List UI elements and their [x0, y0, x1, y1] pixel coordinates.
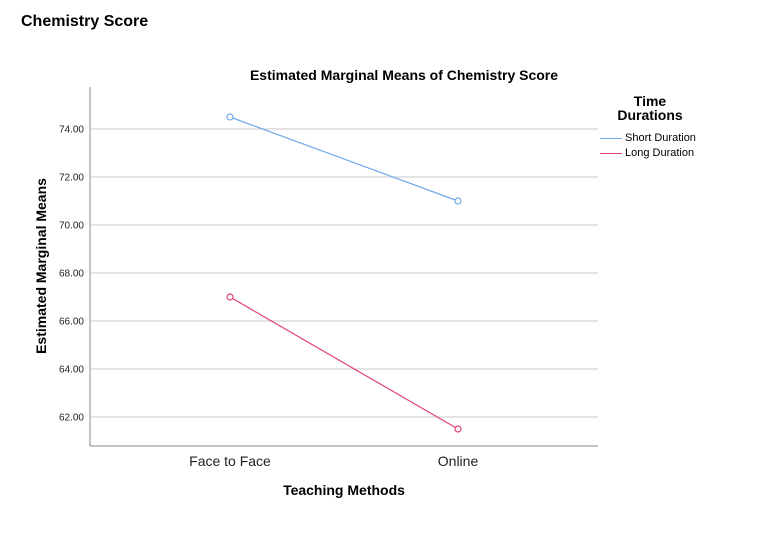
- legend-swatch-long: [600, 152, 622, 154]
- x-tick-face-to-face: Face to Face: [189, 453, 271, 469]
- data-point-marker: [226, 113, 234, 121]
- y-tick-label: 66.00: [59, 317, 84, 328]
- series-line-0: [229, 116, 459, 202]
- legend-title: Time Durations: [602, 94, 698, 122]
- y-tick-label: 72.00: [59, 173, 84, 184]
- legend-item-long-duration: Long Duration: [600, 146, 694, 160]
- legend-label-long: Long Duration: [625, 147, 695, 159]
- x-tick-online: Online: [438, 453, 479, 469]
- data-point-marker: [226, 293, 234, 301]
- data-series: [226, 113, 462, 433]
- chart-title: Estimated Marginal Means of Chemistry Sc…: [249, 67, 559, 83]
- legend-title-line1: Time: [633, 93, 667, 109]
- legend-title-line2: Durations: [617, 107, 683, 123]
- y-tick-label: 70.00: [59, 221, 84, 232]
- data-point-marker: [454, 197, 462, 205]
- data-point-marker: [454, 425, 462, 433]
- y-tick-label: 68.00: [59, 269, 84, 280]
- x-axis-label: Teaching Methods: [283, 482, 405, 498]
- legend-item-short-duration: Short Duration: [600, 131, 696, 145]
- gridlines: [91, 128, 598, 418]
- output-heading: Chemistry Score: [21, 13, 149, 30]
- legend-label-short: Short Duration: [625, 132, 696, 144]
- y-axis-label: Estimated Marginal Means: [33, 178, 49, 354]
- legend-swatch-short: [600, 137, 622, 139]
- y-tick-label: 64.00: [59, 365, 84, 376]
- y-tick-label: 74.00: [59, 125, 84, 136]
- y-tick-labels: 62.00 64.00 66.00 68.00 70.00 72.00 74.00: [59, 125, 84, 424]
- series-line-1: [229, 296, 459, 430]
- y-tick-label: 62.00: [59, 413, 84, 424]
